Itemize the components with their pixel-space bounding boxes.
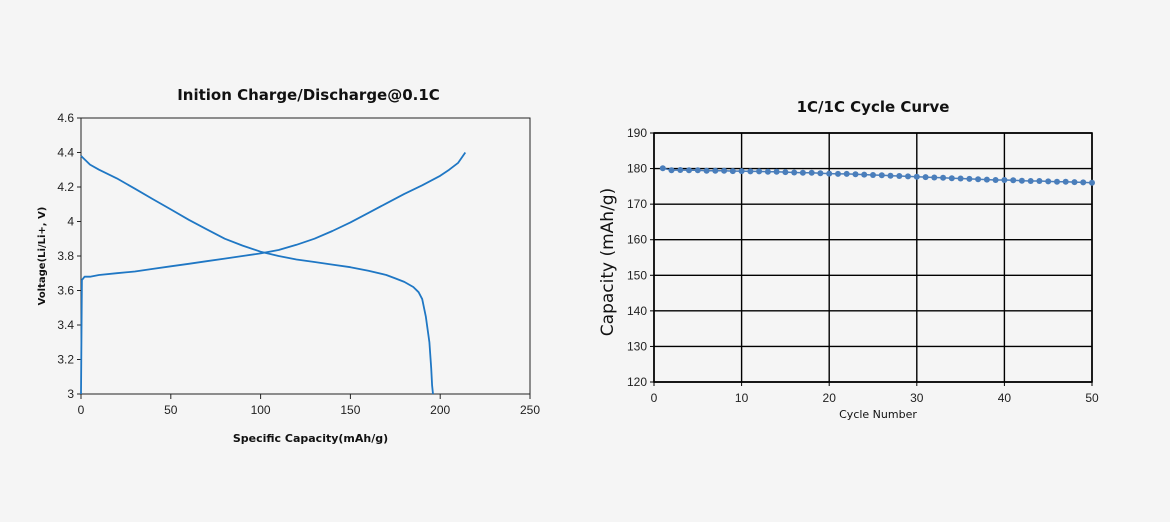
capacity-point bbox=[975, 176, 982, 183]
y-tick-label: 3 bbox=[67, 387, 74, 401]
capacity-point bbox=[878, 172, 885, 179]
capacity-point bbox=[826, 170, 833, 177]
capacity-point bbox=[870, 172, 876, 178]
y-tick-label: 120 bbox=[627, 375, 647, 389]
y-tick-label: 130 bbox=[627, 339, 647, 353]
x-tick-label: 0 bbox=[651, 391, 658, 405]
capacity-point bbox=[1027, 178, 1034, 184]
capacity-point bbox=[703, 167, 710, 174]
capacity-point bbox=[896, 173, 903, 179]
capacity-point bbox=[931, 174, 938, 181]
capacity-point bbox=[756, 168, 763, 175]
y-tick-label: 180 bbox=[627, 162, 647, 176]
capacity-point bbox=[1045, 178, 1052, 185]
capacity-point bbox=[1080, 179, 1087, 186]
capacity-point bbox=[1036, 178, 1043, 184]
capacity-point bbox=[957, 175, 964, 182]
y-tick-label: 4.6 bbox=[57, 111, 74, 125]
y-tick-label: 4.2 bbox=[57, 180, 74, 194]
capacity-point bbox=[712, 167, 719, 174]
capacity-point bbox=[817, 170, 824, 177]
y-axis-label: Voltage(Li/Li+, V) bbox=[37, 207, 48, 306]
charge-discharge-chart: 0 50 100 150 200 250 3 3.2 3.4 3.6 3.8 4 4.2 4.4 4.6 In… bbox=[37, 86, 540, 445]
capacity-point bbox=[1001, 177, 1008, 183]
chart-title: Inition Charge/Discharge@0.1C bbox=[177, 86, 440, 104]
capacity-point bbox=[773, 168, 780, 175]
y-tick-label: 4.4 bbox=[57, 146, 74, 160]
capacity-point bbox=[747, 168, 754, 175]
capacity-point bbox=[1010, 177, 1017, 184]
plot-frame bbox=[653, 132, 1093, 383]
y-tick-label: 3.4 bbox=[57, 318, 74, 332]
capacity-point bbox=[677, 167, 684, 173]
capacity-point bbox=[835, 170, 841, 177]
capacity-point bbox=[729, 168, 736, 175]
y-tick-label: 170 bbox=[627, 197, 647, 211]
capacity-point bbox=[668, 167, 675, 174]
x-tick-label: 40 bbox=[998, 391, 1012, 405]
y-tick-label: 3.8 bbox=[57, 249, 74, 263]
capacity-point bbox=[1018, 177, 1025, 184]
capacity-point bbox=[659, 165, 666, 172]
y-tick-label: 190 bbox=[627, 126, 647, 140]
x-tick-label: 50 bbox=[164, 403, 178, 417]
x-tick-label: 20 bbox=[823, 391, 837, 405]
capacity-point bbox=[992, 177, 999, 183]
capacity-point bbox=[782, 169, 789, 176]
x-tick-label: 50 bbox=[1085, 391, 1099, 405]
cycle-chart: 0 10 20 30 40 50 120 130 140 150 160 170 180 190 1C/1C… bbox=[598, 98, 1099, 421]
capacity-line bbox=[662, 167, 1093, 184]
y-axis-label: Capacity (mAh/g) bbox=[598, 188, 618, 336]
capacity-point bbox=[738, 168, 745, 175]
capacity-point bbox=[1071, 179, 1078, 186]
capacity-point bbox=[852, 171, 859, 178]
capacity-point bbox=[1062, 178, 1069, 185]
capacity-point bbox=[843, 170, 850, 177]
capacity-point bbox=[913, 173, 920, 180]
discharge-curve bbox=[80, 155, 434, 395]
x-axis-label: Specific Capacity(mAh/g) bbox=[233, 432, 388, 445]
x-tick-label: 100 bbox=[251, 403, 271, 417]
x-axis-label: Cycle Number bbox=[839, 408, 917, 421]
y-tick-label: 4 bbox=[67, 215, 74, 229]
capacity-point bbox=[799, 169, 806, 176]
y-tick-label: 160 bbox=[627, 233, 647, 247]
capacity-point bbox=[948, 175, 955, 182]
y-tick-label: 3.6 bbox=[57, 284, 74, 298]
x-tick-label: 30 bbox=[910, 391, 924, 405]
x-tick-label: 150 bbox=[340, 403, 360, 417]
capacity-point bbox=[686, 167, 692, 174]
capacity-point bbox=[721, 167, 728, 174]
capacity-point bbox=[764, 168, 771, 175]
capacity-point bbox=[887, 172, 894, 179]
x-tick-label: 0 bbox=[78, 403, 85, 417]
x-tick-label: 200 bbox=[430, 403, 450, 417]
capacity-point bbox=[694, 167, 701, 174]
capacity-point bbox=[905, 173, 911, 180]
chart-title: 1C/1C Cycle Curve bbox=[797, 98, 950, 116]
capacity-point bbox=[966, 175, 973, 182]
capacity-point bbox=[922, 174, 929, 181]
capacity-point bbox=[1054, 178, 1060, 185]
capacity-point bbox=[791, 169, 798, 176]
capacity-point bbox=[983, 176, 990, 183]
x-tick-label: 10 bbox=[735, 391, 749, 405]
y-tick-label: 150 bbox=[627, 268, 647, 282]
y-tick-label: 140 bbox=[627, 304, 647, 318]
capacity-point bbox=[1089, 179, 1095, 186]
x-tick-label: 250 bbox=[520, 403, 540, 417]
capacity-point bbox=[861, 171, 868, 178]
plot-frame bbox=[80, 117, 531, 395]
capacity-point bbox=[808, 169, 815, 176]
capacity-point bbox=[940, 174, 947, 181]
charge-curve bbox=[80, 151, 467, 395]
y-tick-label: 3.2 bbox=[57, 353, 74, 367]
